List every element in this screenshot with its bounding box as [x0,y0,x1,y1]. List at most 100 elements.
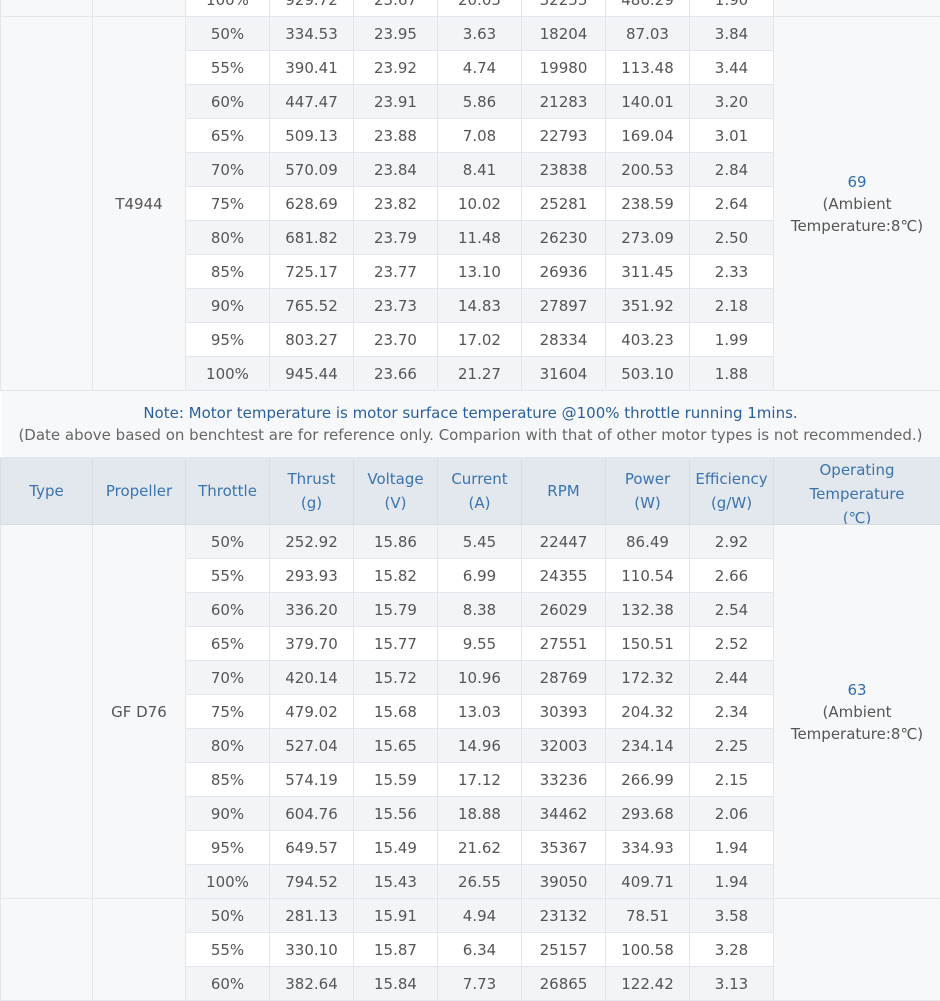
thrust-cell: 628.69 [270,187,354,221]
power-cell: 110.54 [606,559,690,593]
current-cell: 10.96 [438,661,522,695]
power-cell: 403.23 [606,323,690,357]
efficiency-cell: 2.50 [690,221,774,255]
rpm-cell: 33236 [522,763,606,797]
efficiency-cell: 2.66 [690,559,774,593]
throttle-cell: 65% [186,627,270,661]
ambient-note: (Ambient [774,193,940,215]
voltage-cell: 15.79 [354,593,438,627]
thrust-cell: 929.72 [270,0,354,17]
throttle-cell: 95% [186,323,270,357]
current-cell: 13.10 [438,255,522,289]
thrust-cell: 803.27 [270,323,354,357]
throttle-cell: 90% [186,797,270,831]
power-cell: 113.48 [606,51,690,85]
note-row: Note: Motor temperature is motor surface… [1,391,940,458]
power-cell: 293.68 [606,797,690,831]
thrust-cell: 447.47 [270,85,354,119]
rpm-cell: 26865 [522,967,606,1001]
type-cell [1,899,93,1001]
throttle-cell: 55% [186,933,270,967]
rpm-cell: 25157 [522,933,606,967]
operating-temperature-cell [774,899,940,1001]
thrust-cell: 293.93 [270,559,354,593]
current-cell: 10.02 [438,187,522,221]
power-cell: 86.49 [606,525,690,559]
efficiency-cell: 2.52 [690,627,774,661]
efficiency-cell: 1.94 [690,831,774,865]
efficiency-cell: 1.94 [690,865,774,899]
current-cell: 9.55 [438,627,522,661]
efficiency-cell: 2.84 [690,153,774,187]
voltage-cell: 23.88 [354,119,438,153]
rpm-cell: 31604 [522,357,606,391]
propeller-cell: T4944 [93,17,186,391]
ambient-note: Temperature:8℃) [774,215,940,237]
power-cell: 150.51 [606,627,690,661]
rpm-cell: 39050 [522,865,606,899]
voltage-cell: 15.91 [354,899,438,933]
thrust-cell: 382.64 [270,967,354,1001]
throttle-cell: 60% [186,593,270,627]
thrust-cell: 252.92 [270,525,354,559]
current-cell: 17.02 [438,323,522,357]
thrust-cell: 604.76 [270,797,354,831]
thrust-cell: 420.14 [270,661,354,695]
current-cell: 11.48 [438,221,522,255]
current-cell: 5.45 [438,525,522,559]
throttle-cell: 85% [186,763,270,797]
rpm-cell: 22447 [522,525,606,559]
power-cell: 200.53 [606,153,690,187]
throttle-cell: 85% [186,255,270,289]
power-cell: 273.09 [606,221,690,255]
throttle-cell: 50% [186,899,270,933]
power-cell: 486.29 [606,0,690,17]
throttle-cell: 70% [186,661,270,695]
type-cell [1,17,93,391]
voltage-cell: 15.72 [354,661,438,695]
throttle-cell: 80% [186,729,270,763]
power-cell: 78.51 [606,899,690,933]
efficiency-cell: 2.33 [690,255,774,289]
thrust-cell: 509.13 [270,119,354,153]
temperature-value: 69 [774,171,940,193]
rpm-cell: 34462 [522,797,606,831]
current-cell: 13.03 [438,695,522,729]
efficiency-cell: 2.64 [690,187,774,221]
rpm-cell: 32255 [522,0,606,17]
rpm-cell: 32003 [522,729,606,763]
power-cell: 266.99 [606,763,690,797]
thrust-cell: 570.09 [270,153,354,187]
efficiency-cell: 2.34 [690,695,774,729]
rpm-cell: 35367 [522,831,606,865]
header-throttle: Throttle [186,458,270,525]
thrust-cell: 945.44 [270,357,354,391]
voltage-cell: 23.77 [354,255,438,289]
efficiency-cell: 1.99 [690,323,774,357]
throttle-cell: 60% [186,967,270,1001]
thrust-cell: 479.02 [270,695,354,729]
rpm-cell: 18204 [522,17,606,51]
efficiency-cell: 2.18 [690,289,774,323]
throttle-cell: 100% [186,865,270,899]
thrust-cell: 574.19 [270,763,354,797]
header-power: Power(W) [606,458,690,525]
throttle-cell: 50% [186,525,270,559]
current-cell: 20.05 [438,0,522,17]
throttle-cell: 100% [186,0,270,17]
efficiency-cell: 3.84 [690,17,774,51]
current-cell: 4.74 [438,51,522,85]
voltage-cell: 15.86 [354,525,438,559]
efficiency-cell: 2.25 [690,729,774,763]
thrust-cell: 681.82 [270,221,354,255]
voltage-cell: 23.79 [354,221,438,255]
thrust-cell: 794.52 [270,865,354,899]
rpm-cell: 26230 [522,221,606,255]
voltage-cell: 23.66 [354,357,438,391]
power-cell: 351.92 [606,289,690,323]
throttle-cell: 95% [186,831,270,865]
